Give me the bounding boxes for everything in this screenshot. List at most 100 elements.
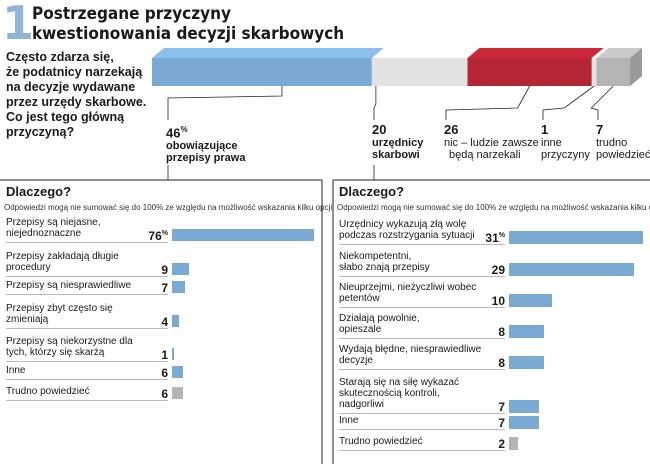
row-value: 10 [483, 294, 505, 308]
row-label-line: słabo znają przepisy [339, 262, 430, 273]
panel-note: Odpowiedzi mogą nie sumować się do 100% … [4, 203, 333, 212]
category-value: 7 [596, 122, 604, 137]
category-label-1: 46% obowiązujące przepisy prawa [166, 122, 245, 164]
row-label: Przepisy są niesprawiedliwe [6, 280, 131, 291]
chart-title: Postrzegane przyczyny kwestionowania dec… [32, 4, 344, 44]
category-text: przyczyny [541, 149, 590, 161]
bar-segment-top [591, 48, 609, 58]
bar-segment-top [467, 48, 604, 58]
stacked-bar-chart [152, 48, 642, 120]
row-separator [6, 294, 168, 295]
row-label: Przepisy zbyt często się zmieniają [6, 303, 113, 325]
row-label-line: Niekompetentni, [339, 251, 412, 262]
row-value: 4 [146, 315, 168, 329]
row-bar [172, 387, 184, 399]
panel-title: Dlaczego? [6, 184, 72, 199]
row-value: 7 [483, 416, 505, 430]
row-value-number: 6 [161, 366, 168, 380]
category-text: przepisy prawa [166, 152, 246, 165]
row-value: 76% [146, 229, 168, 243]
row-label-line: Przepisy są niejasne, [6, 217, 101, 228]
left-breakdown-panel: Dlaczego? Odpowiedzi mogą nie sumować si… [0, 180, 332, 464]
title-line: Postrzegane przyczyny [32, 4, 231, 24]
row-value: 6 [146, 366, 168, 380]
row-bar [509, 231, 643, 244]
row-bar [172, 366, 184, 378]
row-label-line: niejednoznaczne [6, 228, 82, 239]
row-value: 6 [146, 387, 168, 401]
leader-line [167, 86, 283, 120]
row-value-number: 8 [498, 356, 505, 370]
row-bar [509, 416, 540, 429]
row-label: Inne [6, 365, 25, 376]
row-label-line: Wydają błędne, niesprawiedliwe [339, 344, 482, 355]
category-text: nic – ludzie zawsze [444, 137, 539, 149]
row-value: 8 [483, 356, 505, 370]
row-label: Inne [339, 415, 358, 426]
row-label-line: Działają powolnie, [339, 313, 420, 324]
row-bar [172, 229, 314, 241]
row-bar [172, 263, 189, 275]
row-label: Starają się na siłę wykazać skutecznością… [339, 377, 459, 410]
question-line: że podatnicy narzekają [6, 65, 143, 79]
row-label: Działają powolnie, opieszale [339, 313, 420, 335]
row-value-number: 7 [498, 416, 505, 430]
row-label-line: Trudno powiedzieć [6, 386, 90, 397]
row-label: Trudno powiedzieć [339, 436, 423, 447]
row-label-line: Nieuprzejmi, nieżyczliwi wobec [339, 282, 477, 293]
row-separator [339, 429, 505, 430]
row-value: 2 [483, 437, 505, 451]
row-label: Przepisy są niejasne, niejednoznaczne [6, 217, 101, 239]
category-text: obowiązujące [166, 140, 238, 153]
category-value: 1 [541, 122, 549, 137]
leader-line [542, 85, 595, 120]
bar-end-face [630, 48, 642, 86]
row-value-number: 7 [498, 400, 505, 414]
category-text: trudno [596, 137, 628, 149]
row-separator [339, 369, 505, 370]
row-bar [172, 281, 186, 293]
row-bar [509, 437, 518, 450]
row-separator [6, 242, 168, 243]
category-text: skarbowi [372, 149, 420, 161]
row-label: Przepisy są niekorzystne dla tych, którzy… [6, 336, 133, 358]
row-separator [339, 244, 505, 245]
leader-line [590, 85, 614, 120]
bar-segment-2 [371, 58, 468, 86]
row-value-number: 1 [161, 348, 168, 362]
row-value-number: 76 [148, 229, 162, 243]
leader-line [373, 86, 377, 120]
row-label-line: skutecznością kontroli, [339, 388, 440, 399]
bar-segment-top [596, 48, 642, 58]
category-label-4: 1 inne przyczyny [541, 122, 590, 161]
panel-note: Odpowiedzi mogą nie sumować się do 100% … [337, 203, 650, 212]
row-separator [339, 413, 505, 414]
question-line: Co jest tego główną [6, 110, 125, 124]
row-value-number: 31 [485, 231, 499, 245]
row-label: Wydają błędne, niesprawiedliwe decyzje [339, 344, 481, 366]
row-value: 8 [483, 325, 505, 339]
row-label-line: zmieniają [6, 314, 49, 325]
row-label: Przepisy zakładają długie procedury [6, 251, 119, 273]
category-text: będą narzekali [449, 149, 521, 161]
row-label-line: Urzędnicy wykazują złą wolę [339, 219, 467, 230]
row-value-unit: % [498, 232, 505, 239]
panel-title: Dlaczego? [339, 184, 405, 199]
row-label-line: tych, którzy się skarżą [6, 347, 105, 358]
row-label-line: Starają się na siłę wykazać [339, 377, 460, 388]
row-label: Niekompetentni, słabo znają przepisy [339, 251, 430, 273]
category-value: 20 [372, 122, 387, 137]
row-label-line: Trudno powiedzieć [339, 436, 423, 447]
row-value-unit: % [161, 230, 168, 237]
row-separator [6, 276, 168, 277]
row-bar [509, 400, 540, 413]
question-line: przyczyną? [6, 125, 75, 139]
row-value-number: 4 [161, 315, 168, 329]
row-value: 29 [483, 263, 505, 277]
row-separator [339, 338, 505, 339]
row-separator [6, 361, 168, 362]
row-value: 9 [146, 263, 168, 277]
category-text: inne [541, 137, 562, 149]
category-label-5: 7 trudno powiedzieć [596, 122, 650, 161]
